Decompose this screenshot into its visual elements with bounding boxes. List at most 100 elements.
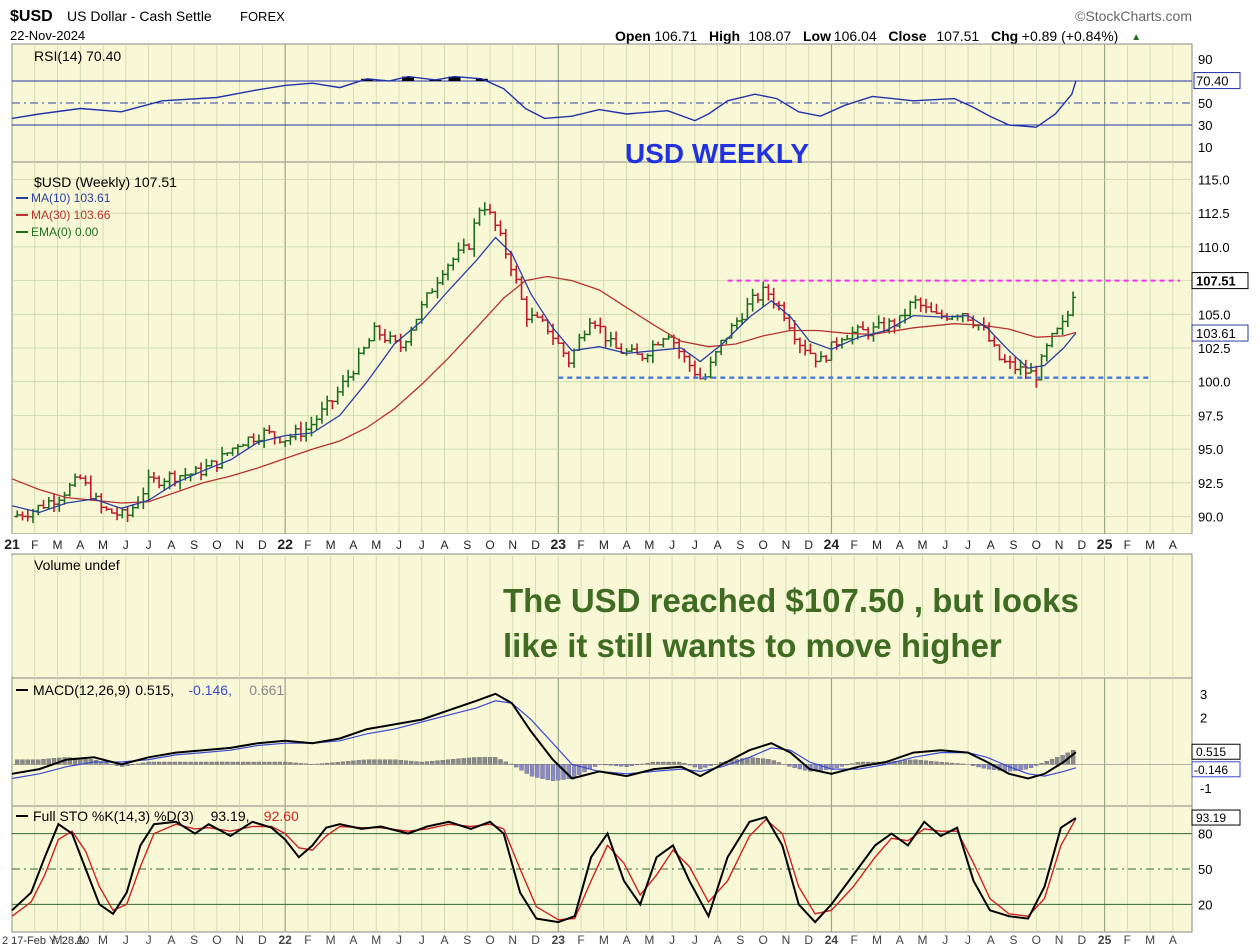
ohlc-label-4: Chg — [991, 28, 1018, 44]
macd-histogram-bar — [566, 764, 571, 780]
ma30-line — [11, 275, 1077, 504]
macd-histogram-bar — [787, 764, 792, 767]
macd-histogram-bar — [335, 762, 340, 765]
chart-headline: USD WEEKLY — [625, 138, 809, 169]
macd-tick-label: -1 — [1200, 781, 1212, 796]
macd-histogram-bar — [141, 762, 146, 765]
x-tick-label: D — [258, 538, 267, 552]
macd-histogram-bar — [850, 763, 855, 765]
stochastic-last-value: 93.19 — [1196, 811, 1226, 825]
x-tick-label: M — [644, 538, 654, 552]
ma10-line — [11, 236, 1077, 514]
macd-histogram-bar — [571, 764, 577, 778]
x-tick-label-bottom: J — [146, 933, 152, 945]
macd-histogram-bar — [456, 758, 461, 765]
macd-histogram-bar — [944, 762, 950, 765]
macd-histogram-bar — [487, 757, 493, 765]
x-tick-label: M — [326, 538, 336, 552]
macd-line — [11, 692, 1077, 780]
price-last-value: 107.51 — [1196, 274, 1236, 289]
annotation-note-line-1: The USD reached $107.50 , but looks — [503, 582, 1079, 619]
macd-histogram-bar — [377, 759, 382, 765]
macd-histogram-bar — [929, 761, 934, 765]
macd-histogram-bar — [1044, 760, 1049, 765]
macd-histogram-bar — [451, 759, 456, 765]
macd-title-value: -0.146, — [188, 682, 232, 698]
x-tick-label-bottom: A — [1169, 933, 1177, 945]
x-tick-label: 24 — [824, 536, 840, 552]
x-tick-label-bottom: A — [987, 933, 995, 945]
macd-histogram-bar — [503, 761, 508, 765]
x-tick-label: J — [146, 538, 152, 552]
macd-histogram-bar — [319, 763, 325, 765]
x-tick-label: F — [577, 538, 584, 552]
annotation-note-line-2: like it still wants to move higher — [503, 627, 1002, 664]
macd-histogram-bar — [971, 764, 976, 766]
macd-histogram-bar — [908, 759, 913, 765]
x-tick-label-bottom: S — [736, 933, 744, 945]
macd-histogram-bar — [67, 757, 72, 765]
x-tick-label-bottom: J — [669, 933, 675, 945]
macd-signal-line — [11, 700, 1077, 780]
x-tick-label: M — [53, 538, 63, 552]
grid-lines — [11, 44, 1192, 932]
x-tick-label: J — [123, 538, 129, 552]
macd-histogram-bar — [692, 764, 698, 768]
macd-histogram-bar — [304, 763, 309, 765]
x-tick-label-bottom: A — [714, 933, 722, 945]
macd-histogram-bar — [1034, 764, 1039, 766]
macd-histogram-bar — [792, 764, 797, 768]
macd-histogram-bar — [976, 764, 981, 768]
x-tick-label-bottom: M — [917, 933, 927, 945]
macd-histogram-bar — [1049, 759, 1055, 765]
macd-tick-label: 3 — [1200, 687, 1207, 702]
macd-histogram-bar — [209, 761, 214, 765]
x-tick-label-bottom: M — [644, 933, 654, 945]
x-tick-label-bottom: M — [98, 933, 108, 945]
x-tick-label-bottom: J — [419, 933, 425, 945]
macd-histogram-bar — [346, 761, 351, 765]
volume-panel — [11, 553, 1193, 679]
price-legend: MA(10) 103.61 MA(30) 103.66 EMA(0) 0.00 — [16, 191, 111, 239]
macd-histogram-bar — [981, 764, 986, 769]
x-tick-label: M — [872, 538, 882, 552]
macd-histogram-bar — [361, 759, 367, 765]
macd-histogram-bar — [619, 764, 624, 767]
rsi-line — [11, 75, 1077, 128]
macd-histogram-bar — [267, 761, 272, 765]
x-tick-label: S — [463, 538, 471, 552]
x-tick-label-bottom: J — [396, 933, 402, 945]
x-tick-label: M — [917, 538, 927, 552]
macd-histogram-bar — [540, 764, 545, 779]
rsi-label: RSI(14) 70.40 — [34, 48, 121, 64]
macd-histogram-bar — [603, 764, 608, 766]
rsi-tick-label: 50 — [1198, 96, 1212, 111]
stochastic-title-value: 93.19, — [211, 808, 250, 824]
macd-title-value: 0.661 — [249, 682, 284, 698]
macd-histogram-bar — [104, 762, 109, 765]
stochastic-tick-label: 20 — [1198, 897, 1212, 912]
macd-histogram-bar — [25, 759, 30, 765]
macd-tick-label: 2 — [1200, 710, 1207, 725]
ohlc-label-2: Low — [803, 28, 831, 44]
price-tick-label: 92.5 — [1198, 476, 1223, 491]
x-tick-label: A — [623, 538, 631, 552]
x-tick-label: M — [98, 538, 108, 552]
x-tick-label-bottom: F — [1124, 933, 1131, 945]
macd-title-value: 0.515, — [135, 682, 174, 698]
price-tick-label: 100.0 — [1198, 375, 1231, 390]
x-tick-label-bottom: 24 — [825, 933, 839, 945]
x-tick-label: A — [714, 538, 722, 552]
volume-label: Volume undef — [34, 557, 120, 573]
ohlc-label-3: Close — [888, 28, 926, 44]
macd-histogram-bar — [225, 761, 230, 765]
x-tick-label: J — [965, 538, 971, 552]
stochastic-title-text: Full STO %K(14,3) %D(3) — [33, 808, 194, 824]
stochastic-tick-label: 50 — [1198, 862, 1212, 877]
x-tick-label-bottom: O — [485, 933, 494, 945]
macd-histogram-bar — [240, 761, 246, 765]
macd-histogram-bar — [403, 760, 409, 765]
x-tick-label: S — [190, 538, 198, 552]
macd-histogram-bar — [41, 759, 46, 765]
